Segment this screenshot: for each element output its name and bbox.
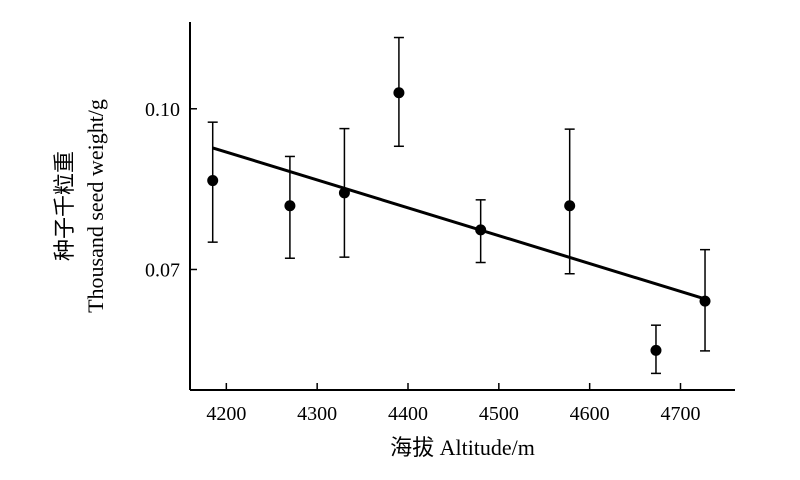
data-point — [564, 200, 576, 212]
data-point — [393, 87, 405, 99]
x-ticks: 4200 4300 4400 4500 4600 4700 — [206, 383, 701, 425]
y-axis-title-cn: 种子千粒重 — [52, 151, 77, 261]
data-point — [338, 187, 350, 199]
y-tick-label: 0.10 — [145, 99, 180, 121]
trendline-group — [212, 146, 706, 301]
x-tick-label: 4500 — [479, 403, 519, 425]
trendline — [212, 146, 706, 301]
data-points — [207, 87, 711, 356]
data-point — [475, 224, 487, 236]
data-point — [650, 344, 662, 356]
error-bars — [207, 36, 711, 375]
x-tick-label: 4400 — [388, 403, 428, 425]
data-point — [207, 175, 219, 187]
x-tick-label: 4300 — [297, 403, 337, 425]
y-tick-label: 0.07 — [145, 259, 180, 281]
data-point — [284, 200, 296, 212]
y-ticks: 0.07 0.10 — [145, 99, 197, 281]
axes — [189, 22, 735, 391]
x-tick-label: 4200 — [206, 403, 246, 425]
x-tick-label: 4700 — [661, 403, 701, 425]
y-axis-title-en: Thousand seed weight/g — [83, 99, 108, 313]
data-point — [699, 295, 711, 307]
x-axis-title: 海拔 Altitude/m — [390, 435, 535, 460]
x-tick-label: 4600 — [570, 403, 610, 425]
